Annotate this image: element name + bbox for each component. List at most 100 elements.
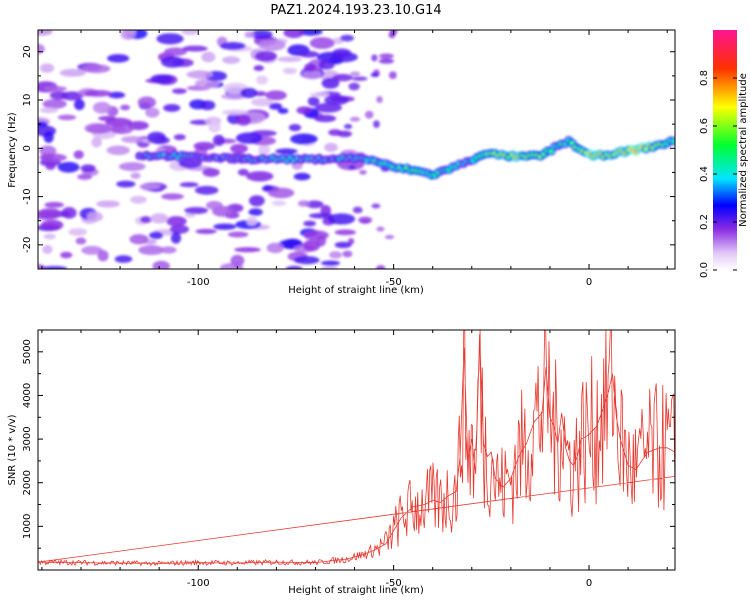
heatmap-noise-cell [74, 99, 85, 111]
heatmap-noise-cell [359, 169, 367, 175]
heatmap-noise-cell [314, 114, 337, 123]
heatmap-noise-cell [163, 104, 181, 112]
heatmap-noise-cell [208, 121, 221, 133]
heatmap-noise-cell [202, 167, 220, 177]
heatmap-noise-cell [321, 260, 340, 266]
heatmap-noise-cell [303, 230, 329, 241]
snr-panel: -100 -50 0 1000 2000 3000 4000 5000 Height of s… [7, 329, 676, 596]
heatmap-noise-cell [376, 95, 383, 104]
heatmap-noise-cell [150, 74, 174, 84]
heatmap-noise-cell [352, 206, 363, 214]
snr-ytick-label: 5000 [22, 339, 33, 364]
heatmap-signal-cell [672, 139, 675, 143]
heatmap-noise-cell [250, 98, 274, 107]
snr-ytick-label: 3000 [22, 426, 33, 451]
heatmap-noise-cell [250, 30, 273, 40]
heatmap-noise-cell [61, 207, 77, 219]
heatmap-noise-cell [39, 107, 59, 114]
heatmap-noise-cell [248, 195, 265, 207]
snr-ytick-label: 4000 [22, 383, 33, 408]
heatmap-noise-cell [137, 96, 157, 109]
heatmap-noise-cell [80, 164, 96, 173]
heatmap-noise-cell [384, 234, 395, 240]
heatmap-noise-cell [130, 195, 147, 204]
heatmap-noise-cell [221, 109, 249, 116]
heatmap-noise-cell [299, 50, 319, 58]
heatmap-noise-cell [147, 131, 166, 144]
heatmap-ytick-label: -20 [22, 237, 33, 253]
heatmap-cells [38, 30, 675, 269]
heatmap-noise-cell [240, 87, 258, 99]
colorbar-tick-label: 0.6 [699, 118, 710, 134]
heatmap-noise-cell [277, 107, 289, 114]
colorbar-tick-label: 0.8 [699, 70, 710, 86]
snr-ytick-label: 1000 [22, 514, 33, 539]
heatmap-noise-cell [164, 47, 188, 56]
heatmap-noise-cell [97, 250, 109, 262]
heatmap-noise-cell [277, 56, 302, 63]
heatmap-noise-cell [172, 88, 187, 94]
heatmap-noise-cell [288, 123, 302, 132]
heatmap-noise-cell [199, 100, 216, 111]
heatmap-noise-cell [256, 75, 269, 85]
heatmap-noise-cell [44, 85, 67, 92]
colorbar-ticks: 0.0 0.2 0.4 0.6 0.8 [699, 70, 737, 278]
heatmap-noise-cell [98, 115, 117, 121]
heatmap-noise-cell [244, 31, 255, 38]
colorbar: 0.0 0.2 0.4 0.6 0.8 Normalized spectral ampl… [699, 30, 749, 278]
heatmap-noise-cell [156, 33, 184, 45]
heatmap-noise-cell [332, 73, 353, 82]
heatmap-noise-cell [181, 30, 199, 36]
colorbar-tick-label: 0.4 [699, 166, 710, 182]
heatmap-noise-cell [139, 183, 161, 190]
heatmap-noise-cell [77, 173, 93, 180]
heatmap-noise-cell [305, 200, 324, 209]
heatmap-noise-cell [254, 50, 278, 62]
heatmap-noise-cell [81, 245, 103, 255]
snr-xtick-label: 0 [586, 578, 592, 589]
heatmap-noise-cell [349, 71, 361, 77]
heatmap-noise-cell [324, 142, 338, 153]
heatmap-noise-cell [118, 162, 146, 172]
heatmap-noise-cell [266, 242, 284, 254]
heatmap-noise-cell [107, 54, 130, 63]
heatmap-noise-cell [332, 48, 352, 58]
heatmap-noise-cell [96, 200, 120, 208]
heatmap-noise-cell [206, 200, 223, 210]
heatmap-noise-cell [169, 224, 190, 234]
heatmap-noise-cell [265, 90, 287, 101]
heatmap-noise-cell [194, 185, 219, 195]
heatmap-ytick-label: 0 [22, 145, 33, 151]
heatmap-noise-cell [179, 182, 199, 188]
heatmap-noise-cell [321, 77, 340, 89]
heatmap-noise-cell [373, 120, 380, 128]
heatmap-noise-cell [258, 39, 286, 51]
heatmap-noise-cell [329, 251, 343, 259]
heatmap-noise-cell [388, 31, 396, 39]
heatmap-noise-cell [195, 228, 217, 234]
heatmap-noise-cell [282, 67, 297, 75]
heatmap-noise-cell [57, 114, 77, 121]
heatmap-noise-cell [130, 172, 141, 179]
heatmap-noise-cell [184, 206, 209, 215]
heatmap-noise-cell [309, 91, 330, 98]
heatmap-noise-cell [116, 180, 136, 188]
heatmap-noise-cell [334, 241, 352, 249]
heatmap-ytick-label: 20 [22, 45, 33, 58]
heatmap-noise-cell [230, 143, 248, 154]
heatmap-noise-cell [258, 144, 271, 156]
heatmap-noise-cell [309, 37, 335, 50]
heatmap-noise-cell [268, 102, 283, 110]
heatmap-noise-cell [262, 185, 274, 191]
heatmap-noise-cell [302, 239, 321, 252]
heatmap-noise-cell [296, 106, 313, 115]
heatmap-noise-cell [307, 96, 320, 107]
heatmap-noise-cell [150, 213, 169, 224]
heatmap-noise-cell [193, 141, 216, 151]
heatmap-noise-cell [275, 148, 298, 155]
heatmap-xlabel: Height of straight line (km) [288, 285, 424, 296]
heatmap-noise-cell [235, 114, 252, 126]
colorbar-gradient [713, 30, 737, 270]
